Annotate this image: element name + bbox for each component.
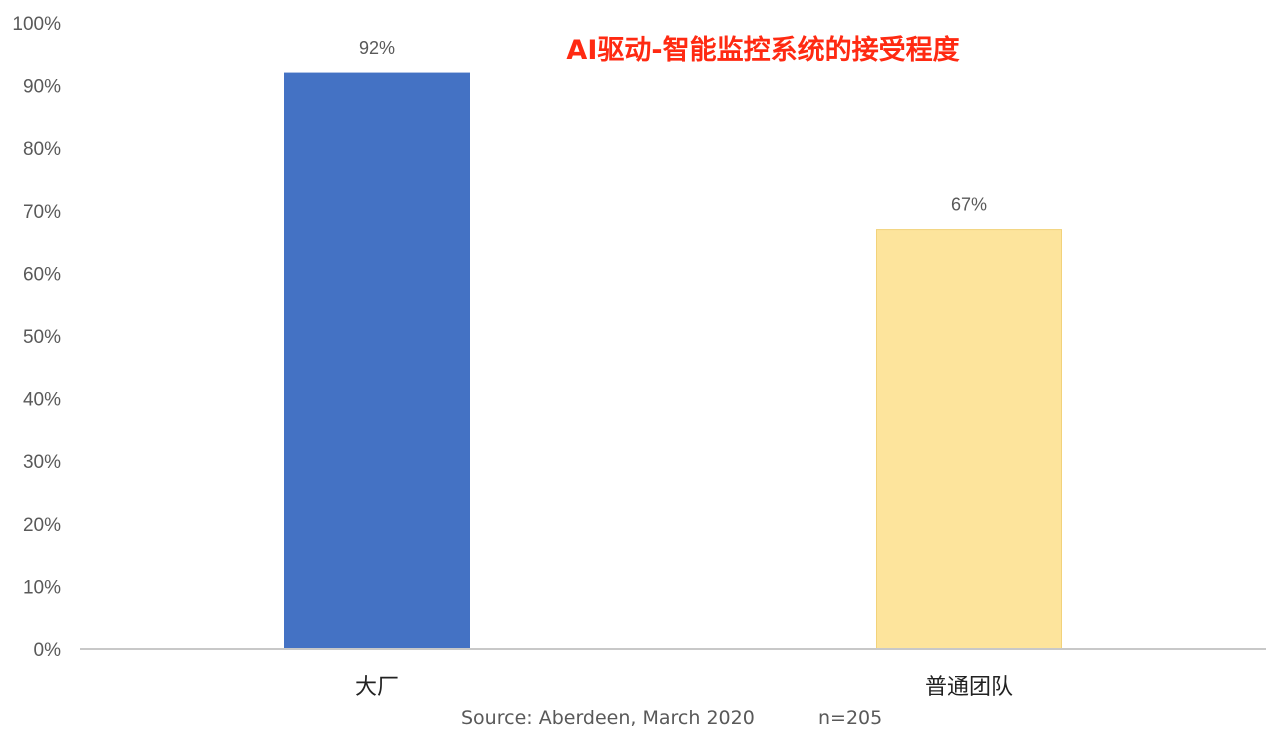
data-label: 92%	[359, 38, 395, 58]
bar-1	[284, 72, 470, 650]
y-axis: 0% 10% 20% 30% 40% 50% 60% 70% 80% 90% 100%	[12, 14, 61, 661]
sample-size: n=205	[818, 707, 882, 729]
y-tick-label: 60%	[23, 264, 61, 285]
bar-2	[876, 229, 1062, 650]
y-tick-label: 30%	[23, 452, 61, 473]
y-tick-label: 50%	[23, 327, 61, 348]
source-note: Source: Aberdeen, March 2020	[461, 707, 755, 729]
data-label: 67%	[951, 195, 987, 215]
y-tick-label: 100%	[12, 14, 61, 35]
y-tick-label: 40%	[23, 390, 61, 411]
y-tick-label: 0%	[34, 640, 62, 661]
y-tick-label: 70%	[23, 202, 61, 223]
chart-title: AI驱动-智能监控系统的接受程度	[566, 34, 959, 66]
category-label: 大厂	[355, 675, 399, 700]
bars: 92% 67%	[284, 38, 1062, 650]
y-tick-label: 90%	[23, 77, 61, 98]
y-tick-label: 20%	[23, 515, 61, 536]
x-axis: 大厂 普通团队	[355, 675, 1013, 700]
y-tick-label: 10%	[23, 577, 61, 598]
category-label: 普通团队	[925, 675, 1013, 700]
y-tick-label: 80%	[23, 139, 61, 160]
